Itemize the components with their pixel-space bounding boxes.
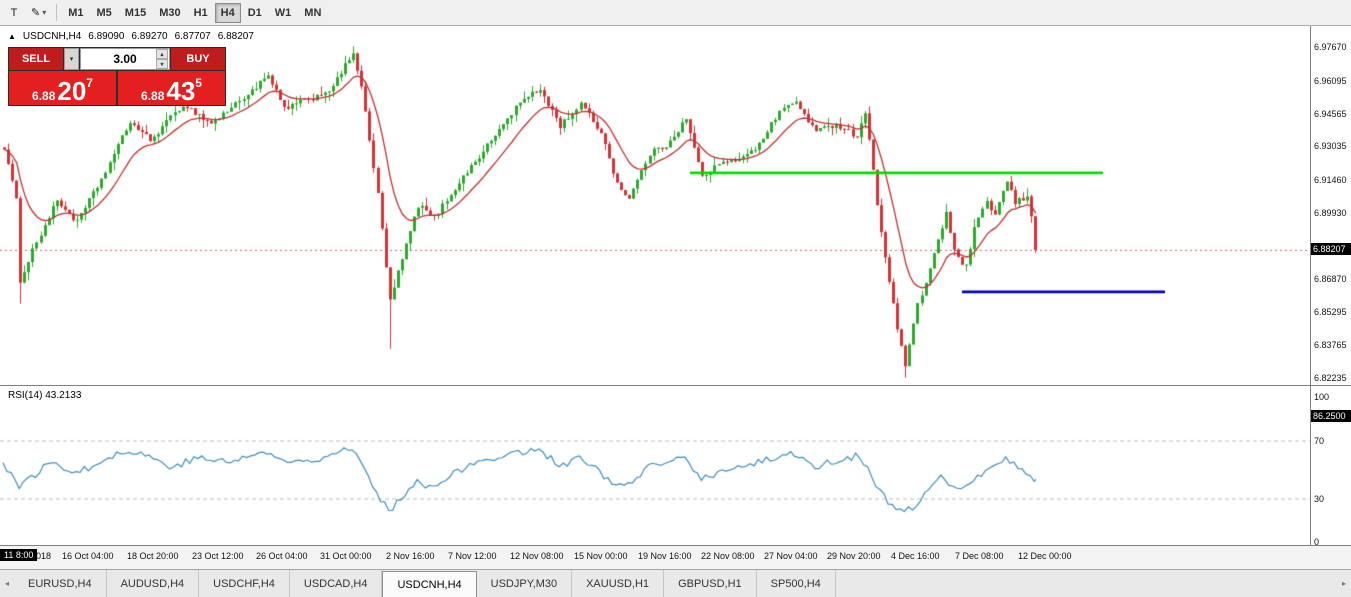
draw-tool-button[interactable]: ✎ ▾ [26,3,51,23]
trade-panel-controls: SELL ▾ 3.00 ▴ ▾ BUY [9,48,225,70]
chevron-down-icon: ▾ [42,8,47,17]
time-axis-label: 29 Nov 20:00 [827,551,881,561]
price-axis-label: 6.96095 [1314,75,1347,86]
tabs-spacer [836,570,1337,597]
volume-value: 3.00 [113,52,137,66]
timeframe-m15-button[interactable]: M15 [118,2,153,23]
sell-button[interactable]: SELL [9,48,63,70]
rsi-axis[interactable]: 100 70 30 0 86.2500 [1310,386,1351,547]
chart-symbol-timeframe: USDCNH,H4 [22,31,82,42]
main-chart-pane: ▲ USDCNH,H4 6.89090 6.89270 6.87707 6.88… [0,26,1351,385]
time-axis-label: 16 Oct 04:00 [62,551,114,561]
sell-price-base: 6.88 [32,89,56,103]
timeframe-group: M1 M5 M15 M30 H1 H4 D1 W1 MN [62,2,328,23]
price-axis-label: 6.91460 [1314,175,1347,186]
time-cursor-badge: 11 8:00 [0,549,38,561]
top-toolbar: T ✎ ▾ M1 M5 M15 M30 H1 H4 D1 W1 MN [0,0,1351,26]
chart-tab[interactable]: USDCHF,H4 [199,570,290,597]
chart-title: ▲ USDCNH,H4 6.89090 6.89270 6.87707 6.88… [8,31,254,42]
buy-price-base: 6.88 [141,89,165,103]
chart-high-value: 6.89270 [131,31,168,42]
time-axis-label: 7 Dec 08:00 [955,551,1004,561]
time-axis-label: 23 Oct 12:00 [192,551,244,561]
time-axis-label: 12 Nov 08:00 [510,551,564,561]
volume-up-button[interactable]: ▴ [156,49,168,59]
time-axis-label: 18 Oct 20:00 [127,551,179,561]
price-axis-label: 6.85295 [1314,307,1347,318]
rsi-indicator-label: RSI(14) 43.2133 [8,390,82,401]
template-button[interactable]: T [3,3,25,23]
volume-spinner: ▴ ▾ [156,49,168,69]
timeframe-mn-button[interactable]: MN [298,2,328,23]
toolbar-separator [56,4,58,21]
current-price-badge: 6.88207 [1311,242,1351,255]
chart-tab[interactable]: USDJPY,M30 [477,570,573,597]
price-axis-label: 6.83765 [1314,340,1347,351]
chart-tab[interactable]: XAUUSD,H1 [572,570,665,597]
buy-price-big: 43 [166,75,196,106]
chart-tab[interactable]: EURUSD,H4 [14,570,107,597]
time-axis-label: 15 Nov 00:00 [574,551,628,561]
timeframe-d1-button[interactable]: D1 [241,2,268,23]
time-axis-label: 018 [36,551,52,561]
price-axis-label: 6.86870 [1314,273,1347,284]
chart-tab[interactable]: USDCNH,H4 [382,571,477,597]
price-axis-label: 6.97670 [1314,42,1347,52]
timeframe-h1-button[interactable]: H1 [187,2,214,23]
rsi-axis-label: 30 [1314,493,1325,504]
time-axis-label: 26 Oct 04:00 [256,551,308,561]
rsi-indicator-pane: RSI(14) 43.2133 100 70 30 0 86.2500 [0,385,1351,547]
time-axis-label: 12 Dec 00:00 [1018,551,1072,561]
tab-scroll-left-button[interactable]: ◂ [4,579,9,588]
sell-price-big: 20 [57,75,87,106]
time-axis-label: 22 Nov 08:00 [701,551,755,561]
volume-input[interactable]: 3.00 ▴ ▾ [80,48,170,70]
tab-scroll-right-button[interactable]: ▸ [1341,579,1346,588]
chart-low-value: 6.87707 [174,31,211,42]
price-axis[interactable]: 6.97670 6.96095 6.94565 6.93035 6.91460 6.899… [1310,26,1351,385]
time-axis-label: 2 Nov 16:00 [386,551,435,561]
chart-close-value: 6.88207 [217,31,254,42]
rsi-value-badge: 86.2500 [1311,409,1351,422]
volume-down-button[interactable]: ▾ [156,59,168,69]
chart-tab[interactable]: AUDUSD,H4 [107,570,200,597]
time-axis-label: 7 Nov 12:00 [448,551,497,561]
trade-panel-prices: 6.88 20 7 6.88 43 5 [9,71,225,105]
chart-tab[interactable]: GBPUSD,H1 [664,570,757,597]
chart-tabs-bar: ◂ EURUSD,H4 AUDUSD,H4 USDCHF,H4 USDCAD,H4 USD… [0,569,1351,597]
rsi-axis-label: 0 [1314,537,1320,547]
price-axis-label: 6.94565 [1314,108,1347,119]
price-axis-label: 6.93035 [1314,141,1347,152]
buy-button[interactable]: BUY [171,48,225,70]
price-axis-label: 6.89930 [1314,207,1347,218]
time-axis-label: 19 Nov 16:00 [638,551,692,561]
timeframe-m5-button[interactable]: M5 [90,2,118,23]
chart-open-value: 6.89090 [88,31,125,42]
sell-price-sup: 7 [86,76,93,90]
rsi-chart-canvas[interactable] [0,386,1310,546]
timeframe-w1-button[interactable]: W1 [268,2,298,23]
time-axis-label: 31 Oct 00:00 [320,551,372,561]
one-click-trading-panel: SELL ▾ 3.00 ▴ ▾ BUY 6.88 20 7 6.88 43 5 [8,47,226,106]
chart-tab[interactable]: USDCAD,H4 [290,570,383,597]
timeframe-m1-button[interactable]: M1 [62,2,90,23]
price-axis-label: 6.82235 [1314,373,1347,383]
buy-price-display[interactable]: 6.88 43 5 [118,71,225,105]
time-axis-label: 4 Dec 16:00 [891,551,940,561]
pencil-icon: ✎ [31,7,41,19]
time-axis[interactable]: 11 8:00 018 16 Oct 04:00 18 Oct 20:00 23 Oct… [0,545,1351,569]
time-axis-label: 27 Nov 04:00 [764,551,818,561]
chart-tab[interactable]: SP500,H4 [757,570,836,597]
timeframe-m30-button[interactable]: M30 [153,2,187,23]
collapse-trade-panel-icon[interactable]: ▲ [8,32,16,41]
rsi-axis-label: 100 [1314,392,1330,402]
timeframe-h4-button[interactable]: H4 [214,2,241,23]
rsi-axis-label: 70 [1314,435,1325,446]
volume-dropdown-button[interactable]: ▾ [64,48,79,70]
sell-price-display[interactable]: 6.88 20 7 [9,71,116,105]
buy-price-sup: 5 [195,76,202,90]
